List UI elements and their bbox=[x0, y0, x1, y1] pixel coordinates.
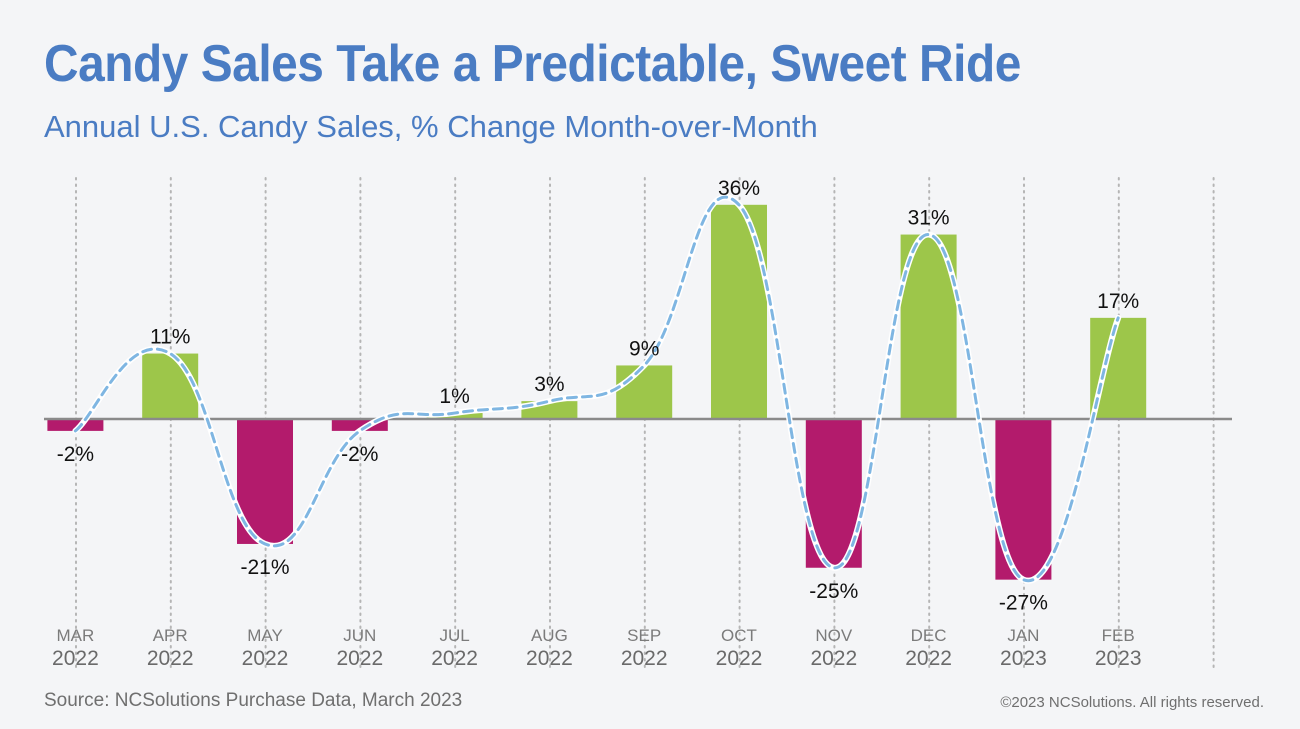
x-tick-month: JUN bbox=[343, 626, 376, 645]
x-tick-year: 2022 bbox=[147, 647, 194, 670]
data-label: 31% bbox=[908, 207, 950, 230]
x-tick-month: MAY bbox=[247, 626, 283, 645]
x-tick-year: 2022 bbox=[716, 647, 763, 670]
x-tick-month: FEB bbox=[1102, 626, 1135, 645]
bar-apr-2022 bbox=[142, 353, 199, 419]
bar-mar-2022 bbox=[47, 419, 104, 431]
trend-line bbox=[72, 194, 1122, 584]
x-tick-year: 2022 bbox=[621, 647, 668, 670]
bar-sep-2022 bbox=[616, 365, 673, 419]
data-labels: -2% 11% -21% -2% 1% 3% 9% 36% -25% 31% -27% 17% bbox=[57, 177, 1139, 615]
data-label: 3% bbox=[534, 373, 564, 396]
x-tick-month: DEC bbox=[911, 626, 947, 645]
x-tick-year: 2022 bbox=[526, 647, 573, 670]
data-label: 9% bbox=[629, 337, 659, 360]
data-label: -21% bbox=[240, 556, 289, 579]
bar-jan-2023 bbox=[995, 419, 1052, 580]
x-tick-year: 2022 bbox=[242, 647, 289, 670]
data-label: 17% bbox=[1097, 290, 1139, 313]
data-label: 36% bbox=[718, 177, 760, 200]
x-tick-year: 2022 bbox=[336, 647, 383, 670]
bars bbox=[47, 204, 1147, 580]
x-tick-year: 2022 bbox=[905, 647, 952, 670]
x-tick-year: 2022 bbox=[810, 647, 857, 670]
x-tick-month: NOV bbox=[815, 626, 853, 645]
x-tick-year: 2023 bbox=[1000, 647, 1047, 670]
data-label: -27% bbox=[999, 592, 1048, 615]
data-label: 1% bbox=[439, 385, 469, 408]
x-axis-labels: MAR 2022 APR 2022 MAY 2022 JUN 2022 JUL 2022 AUG 20… bbox=[52, 626, 1142, 670]
chart-title: Candy Sales Take a Predictable, Sweet Ri… bbox=[44, 35, 1021, 93]
trend-line-halo bbox=[72, 194, 1122, 584]
data-label: -25% bbox=[809, 580, 858, 603]
x-tick-month: JAN bbox=[1007, 626, 1039, 645]
x-tick-month: JUL bbox=[439, 626, 469, 645]
data-label: 11% bbox=[150, 326, 190, 349]
x-tick-month: OCT bbox=[721, 626, 757, 645]
data-label: -2% bbox=[57, 443, 94, 466]
x-tick-month: APR bbox=[153, 626, 188, 645]
x-tick-year: 2022 bbox=[431, 647, 478, 670]
chart-subtitle: Annual U.S. Candy Sales, % Change Month-… bbox=[44, 109, 818, 144]
copyright-note: ©2023 NCSolutions. All rights reserved. bbox=[1000, 694, 1264, 711]
data-label: -2% bbox=[341, 443, 378, 466]
trend-line-path bbox=[73, 195, 1120, 583]
x-tick-month: MAR bbox=[57, 626, 95, 645]
x-tick-year: 2022 bbox=[52, 647, 99, 670]
x-tick-month: AUG bbox=[531, 626, 568, 645]
source-note: Source: NCSolutions Purchase Data, March… bbox=[44, 690, 463, 711]
bar-jun-2022 bbox=[331, 419, 388, 431]
x-tick-month: SEP bbox=[627, 626, 661, 645]
bar-oct-2022 bbox=[711, 204, 767, 419]
x-tick-year: 2023 bbox=[1095, 647, 1142, 670]
